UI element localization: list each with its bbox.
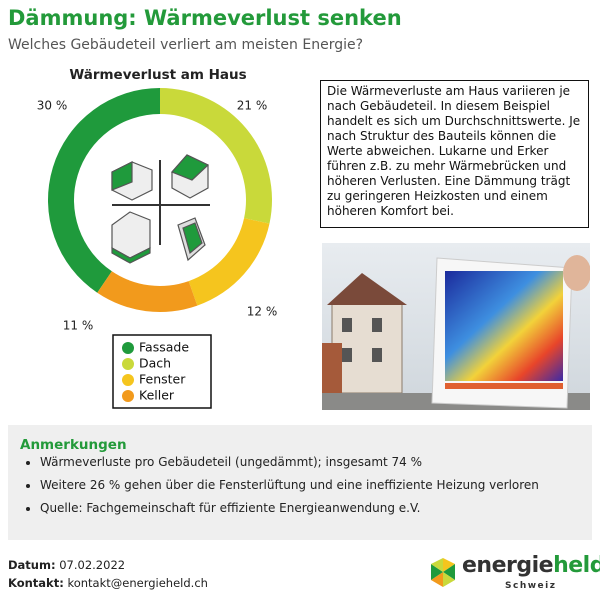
contact: kontakt@energieheld.ch xyxy=(67,576,208,590)
value-label: 21 % xyxy=(237,99,268,113)
contact-label: Kontakt: xyxy=(8,576,64,590)
donut-segment xyxy=(97,271,198,312)
notes-list: Wärmeverluste pro Gebäudeteil (ungedämmt… xyxy=(8,455,539,524)
value-label: 30 % xyxy=(37,99,68,113)
legend-swatch xyxy=(122,342,134,354)
date: 07.02.2022 xyxy=(59,558,126,572)
title: Dämmung: Wärmeverlust senken xyxy=(8,6,402,30)
logo-region: Schweiz xyxy=(505,581,557,591)
thermal-photo xyxy=(322,243,590,410)
donut-segment xyxy=(47,88,160,293)
legend-label: Fenster xyxy=(139,372,186,387)
legend-swatch xyxy=(122,374,134,386)
legend-swatch xyxy=(122,358,134,370)
donut-segment xyxy=(160,88,272,224)
center-icons xyxy=(111,154,210,264)
notes-title: Anmerkungen xyxy=(20,437,127,453)
value-label: 11 % xyxy=(63,319,94,333)
legend-label: Fassade xyxy=(139,340,189,355)
footer-date: Datum: 07.02.2022 xyxy=(8,558,125,572)
value-label: 12 % xyxy=(247,305,278,319)
footer-contact: Kontakt: kontakt@energieheld.ch xyxy=(8,576,208,590)
logo-text: energieheld xyxy=(462,553,600,578)
logo-part: held xyxy=(553,553,600,578)
legend-label: Dach xyxy=(139,356,171,371)
date-label: Datum: xyxy=(8,558,56,572)
legend-swatch xyxy=(122,390,134,402)
donut-chart: Wärmeverlust am Haus 30 % 21 % 12 % 11 % Fas… xyxy=(37,67,278,409)
note-item: Weitere 26 % gehen über die Fensterlüftu… xyxy=(40,478,539,492)
logo-icon xyxy=(431,558,455,587)
info-box: Die Wärmeverluste am Haus variieren je n… xyxy=(320,80,589,228)
logo-part: energie xyxy=(462,553,554,578)
note-item: Quelle: Fachgemeinschaft für effiziente … xyxy=(40,501,539,515)
note-item: Wärmeverluste pro Gebäudeteil (ungedämmt… xyxy=(40,455,539,469)
subtitle: Welches Gebäudeteil verliert am meisten … xyxy=(8,37,364,53)
legend-label: Keller xyxy=(139,388,175,403)
chart-title: Wärmeverlust am Haus xyxy=(69,67,246,83)
notes-panel: Anmerkungen Wärmeverluste pro Gebäudetei… xyxy=(8,425,592,540)
donut-segment xyxy=(188,218,270,306)
